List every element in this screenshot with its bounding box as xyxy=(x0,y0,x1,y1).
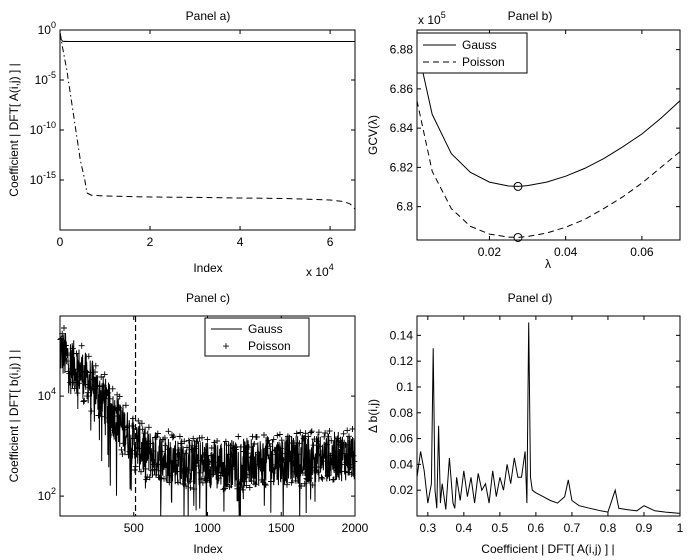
panel-d-xtick-label: 0.6 xyxy=(528,521,545,535)
panel-a-series-0 xyxy=(59,32,355,42)
panel-d-xtick-label: 0.7 xyxy=(564,521,581,535)
panel-d-ytick-label: 0.04 xyxy=(390,457,414,471)
panel-b-xtick-label: 0.06 xyxy=(630,245,654,259)
panel-c-line-gauss xyxy=(59,332,356,517)
panel-b-ylabel: GCV(λ) xyxy=(366,115,380,155)
panel-d-ytick-label: 0.12 xyxy=(390,354,414,368)
panel-a-xtick-label: 2 xyxy=(147,235,154,249)
panel-a: Panel a) 0 2 4 6 100 10-5 10-10 10-15 Index Coe… xyxy=(7,9,356,279)
panel-c: Panel c) 500 1000 1500 2000 102 104 Index Coe… xyxy=(7,291,369,556)
panel-c-xtick-label: 500 xyxy=(124,521,144,535)
panel-b-ytick-label: 6.82 xyxy=(390,160,414,174)
panel-c-ylabel: Coefficient | DFT[ b(i,j) ] | xyxy=(7,350,21,483)
panel-d-ytick-label: 0.08 xyxy=(390,406,414,420)
panel-c-xtick-label: 2000 xyxy=(342,521,369,535)
panel-d-xlabel: Coefficient | DFT[ A(i,j) ] | xyxy=(481,542,614,556)
panel-c-title: Panel c) xyxy=(186,291,230,305)
panel-d-title: Panel d) xyxy=(508,291,553,305)
panel-a-series-1 xyxy=(59,32,355,42)
panel-c-xtick-label: 1000 xyxy=(194,521,221,535)
panel-b-line-poisson xyxy=(416,100,681,238)
legend-gauss-label: Gauss xyxy=(462,38,497,52)
panel-a-frame xyxy=(59,29,356,231)
panel-d-xtick-label: 0.9 xyxy=(636,521,653,535)
panel-a-ytick-label: 10-15 xyxy=(30,170,56,187)
panel-c-xlabel: Index xyxy=(193,542,222,556)
panel-d-frame xyxy=(416,315,681,517)
panel-a-xtick-label: 0 xyxy=(57,235,64,249)
panel-a-xtick-label: 6 xyxy=(327,235,334,249)
panel-d-ytick-label: 0.06 xyxy=(390,432,414,446)
panel-c-xtick-label: 1500 xyxy=(268,521,295,535)
panel-b-frame xyxy=(416,29,681,241)
panel-c-legend-box xyxy=(204,317,310,357)
panel-c-ytick-label: 102 xyxy=(38,486,56,503)
panel-a-xtick-label: 4 xyxy=(237,235,244,249)
panel-b-ytick-label: 6.88 xyxy=(390,43,414,57)
panel-b-line-gauss xyxy=(416,45,681,187)
panel-d: Panel d) 0.3 0.4 0.5 0.6 0.7 0.8 0.9 1 0.02 0.04 0… xyxy=(366,291,684,556)
panel-b-y-multiplier: x 105 xyxy=(418,10,446,27)
panel-b: Panel b) 0.02 0.04 0.06 6.8 6.82 6.84 6.86 6.88… xyxy=(366,9,681,271)
legend-c-poisson-swatch: + xyxy=(222,339,229,353)
panel-b-ytick-label: 6.84 xyxy=(390,121,414,135)
panel-d-xtick-label: 0.8 xyxy=(600,521,617,535)
legend-c-poisson-label: Poisson xyxy=(248,339,291,353)
panel-b-xlabel: λ xyxy=(545,257,551,271)
panel-a-series-3 xyxy=(86,192,356,210)
panel-d-ylabel: Δ b(i,j) xyxy=(366,399,380,433)
panel-a-ytick-label: 10-10 xyxy=(30,120,56,137)
panel-d-xtick-label: 0.3 xyxy=(419,521,436,535)
panel-b-xtick-label: 0.02 xyxy=(478,245,502,259)
panel-b-min-marker-poisson xyxy=(513,232,523,242)
panel-b-title: Panel b) xyxy=(508,9,553,23)
panel-a-ylabel: Coefficient | DFT[ A(i,j) ] | xyxy=(7,63,21,196)
panel-d-ytick-label: 0.14 xyxy=(390,328,414,342)
panel-b-legend: Gauss Poisson xyxy=(416,32,528,74)
panel-d-ytick-label: 0.02 xyxy=(390,483,414,497)
panel-a-ytick-label: 10-5 xyxy=(35,70,56,87)
legend-c-gauss-label: Gauss xyxy=(248,322,283,336)
panel-a-x-multiplier: x 104 xyxy=(306,262,334,279)
panel-a-series-2 xyxy=(59,32,88,194)
panel-d-xtick-label: 0.4 xyxy=(455,521,472,535)
panel-b-legend-box xyxy=(416,32,528,74)
panel-d-xtick-label: 1 xyxy=(677,521,684,535)
panel-b-ytick-label: 6.8 xyxy=(396,200,413,214)
panel-b-xtick-label: 0.04 xyxy=(554,245,578,259)
panel-b-min-marker-gauss xyxy=(513,181,523,191)
panel-a-xlabel: Index xyxy=(193,261,222,275)
panel-a-ytick-label: 100 xyxy=(38,20,56,37)
panel-c-frame xyxy=(59,315,356,517)
panel-b-ytick-label: 6.86 xyxy=(390,82,414,96)
panel-d-xtick-label: 0.5 xyxy=(492,521,509,535)
panel-c-ytick-label: 104 xyxy=(38,386,56,403)
panel-d-series-0 xyxy=(416,322,681,514)
panel-c-legend: Gauss + Poisson xyxy=(204,317,310,357)
legend-poisson-label: Poisson xyxy=(462,55,505,69)
panel-d-ytick-label: 0.1 xyxy=(396,380,413,394)
panel-a-title: Panel a) xyxy=(186,9,231,23)
